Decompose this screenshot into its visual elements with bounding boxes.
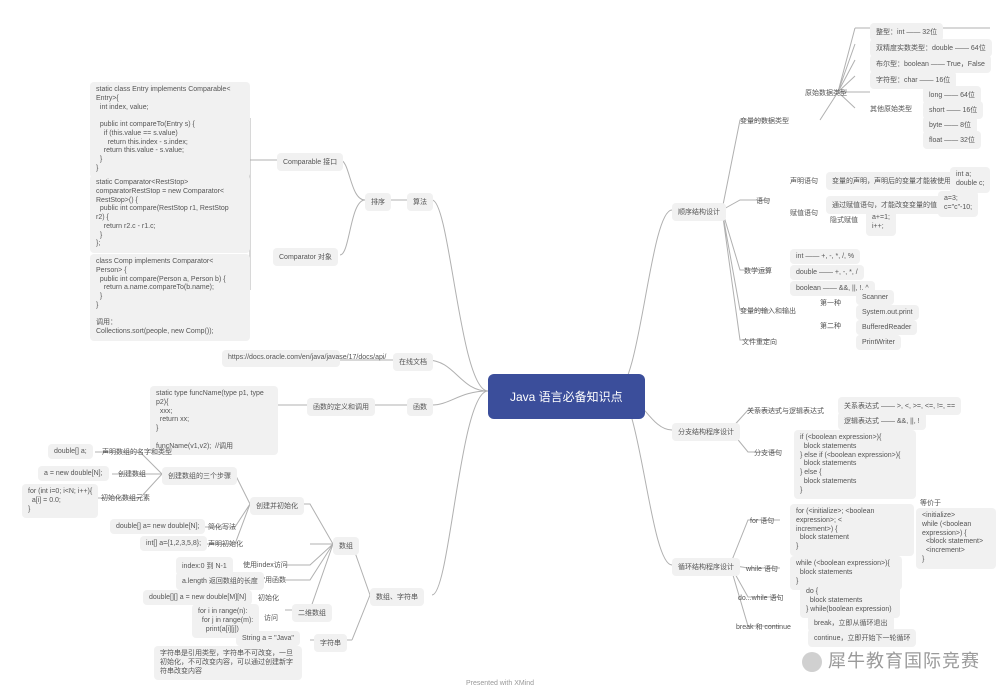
s3: 初始化数组元素 [101, 493, 150, 503]
decl-code: int[] a={1,2,3,5,8}; [140, 536, 207, 551]
simp: 简化写法 [208, 522, 236, 532]
seq-prim: 原始数据类型 [805, 88, 847, 98]
do: do...while 语句 [738, 593, 784, 603]
io1b: System.out.print [856, 305, 919, 320]
m1: int —— +, -, *, /, % [790, 249, 860, 264]
st2b: 隐式赋值 [830, 215, 858, 225]
st1d: 变量的声明，声明后的变量才能被使用 [826, 172, 957, 190]
str-code2: 字符串是引用类型，字符串不可改变，一旦初始化，不可改变内容，可以通过创建新字符串… [154, 646, 302, 680]
s2code: a = new double[N]; [38, 466, 109, 481]
o4: float —— 32位 [923, 131, 981, 149]
str-code1: String a = "Java" [236, 631, 300, 646]
seq-other: 其他原始类型 [870, 104, 912, 114]
st2ac: a=3; c="c"-10; [938, 191, 978, 217]
code-comp-class: class Comp implements Comparator< Person… [90, 254, 250, 341]
arr-root[interactable]: 数组、字符串 [370, 588, 424, 606]
code-comparator: static Comparator<RestStop> comparatorRe… [90, 175, 250, 253]
seq-var: 变量的数据类型 [740, 116, 789, 126]
bc: break 和 continue [736, 622, 791, 632]
st1: 声明语句 [790, 176, 818, 186]
algo[interactable]: 算法 [407, 193, 433, 211]
seq[interactable]: 顺序结构设计 [672, 203, 726, 221]
io1: 第一种 [820, 298, 841, 308]
seq-file: 文件重定向 [742, 337, 777, 347]
docs[interactable]: 在线文档 [393, 353, 433, 371]
wm-text: 犀牛教育国际竞赛 [828, 651, 980, 671]
branch-stmt: 分支语句 [754, 448, 782, 458]
branch-rel: 关系表达式与逻辑表达式 [747, 406, 824, 416]
code-comparable: static class Entry implements Comparable… [90, 82, 250, 178]
a2visit: 访问 [264, 613, 278, 623]
arr-init[interactable]: 创建并初始化 [250, 497, 304, 515]
s1code: double[] a; [48, 444, 93, 459]
str[interactable]: 字符串 [314, 634, 347, 652]
wm-icon [802, 652, 822, 672]
r2: 逻辑表达式 —— &&, ||, ! [838, 412, 926, 430]
m2: double —— +, -, *, / [790, 265, 864, 280]
watermark: 犀牛教育国际竞赛 [802, 647, 980, 673]
st1c: int a; double c; [950, 167, 990, 193]
func-code: static type funcName(type p1, type p2){ … [150, 386, 278, 455]
bc2: continue，立即开始下一轮循环 [808, 629, 916, 647]
func[interactable]: 函数 [407, 398, 433, 416]
a2init: 初始化 [258, 593, 279, 603]
io1a: Scanner [856, 290, 894, 305]
util-code: a.length 返回数组的长度 [176, 572, 264, 590]
branch-code: if (<boolean expression>){ block stateme… [794, 430, 916, 499]
for: for 语句 [750, 516, 774, 526]
seq-io: 变量的输入和输出 [740, 306, 796, 316]
for-eq-code: <initialize> while (<boolean expression>… [916, 508, 996, 569]
st2: 赋值语句 [790, 208, 818, 218]
simp-code: double[] a= new double[N]; [110, 519, 205, 534]
seq-stmt: 语句 [756, 196, 770, 206]
for-eq: 等价于 [920, 498, 941, 508]
st2bc: a+=1; i++; [866, 210, 896, 236]
cmp-obj[interactable]: Comparator 对象 [273, 248, 338, 266]
loop[interactable]: 循环结构程序设计 [672, 558, 740, 576]
seq-math: 数学运算 [744, 266, 772, 276]
docs-url[interactable]: https://docs.oracle.com/en/java/javase/1… [222, 350, 340, 367]
func-sub[interactable]: 函数的定义和调用 [307, 398, 375, 416]
root-node[interactable]: Java 语言必备知识点 [488, 374, 645, 419]
arr-shuzu[interactable]: 数组 [333, 537, 359, 555]
branch[interactable]: 分支结构程序设计 [672, 423, 740, 441]
footer: Presented with XMind [0, 680, 1000, 687]
arr-steps[interactable]: 创建数组的三个步骤 [162, 467, 237, 485]
s1: 声明数组的名字和类型 [102, 447, 172, 457]
s2: 创建数组 [118, 469, 146, 479]
for-code: for (<initialize>; <boolean expression>;… [790, 504, 914, 556]
while: while 语句 [746, 564, 778, 574]
io2: 第二种 [820, 321, 841, 331]
io2b: PrintWriter [856, 335, 901, 350]
arr2[interactable]: 二维数组 [292, 604, 332, 622]
sort[interactable]: 排序 [365, 193, 391, 211]
cmp-if[interactable]: Comparable 接口 [277, 153, 343, 171]
s3code: for (int i=0; i<N; i++){ a[i] = 0.0; } [22, 484, 98, 518]
decl: 声明初始化 [208, 539, 243, 549]
idx: 使用index访问 [243, 560, 288, 570]
io2a: BufferedReader [856, 320, 917, 335]
a2init-code: double[][] a = new double[M][N] [143, 590, 252, 605]
